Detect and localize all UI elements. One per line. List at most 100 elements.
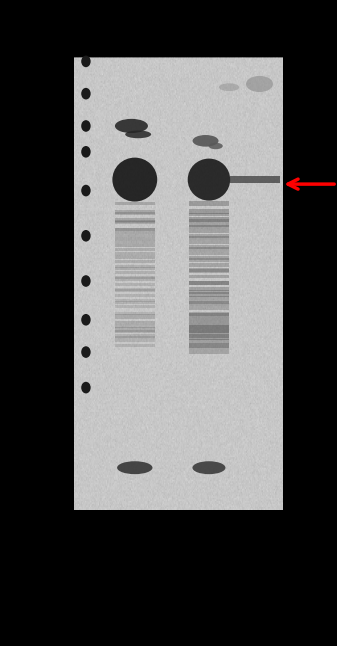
Bar xyxy=(115,336,155,339)
Bar xyxy=(115,298,155,302)
Bar xyxy=(115,202,155,205)
Ellipse shape xyxy=(219,83,239,91)
Bar xyxy=(189,251,229,255)
Bar xyxy=(189,347,229,350)
Bar xyxy=(189,234,229,238)
Bar xyxy=(115,248,155,251)
Ellipse shape xyxy=(81,314,91,326)
Ellipse shape xyxy=(117,461,152,474)
Ellipse shape xyxy=(125,130,151,138)
Bar xyxy=(189,268,229,272)
Bar xyxy=(115,324,155,328)
Bar xyxy=(115,335,155,338)
Bar xyxy=(115,227,155,231)
Bar xyxy=(189,245,229,249)
Bar xyxy=(115,288,155,291)
Bar xyxy=(189,334,229,339)
Bar xyxy=(115,234,155,237)
Bar xyxy=(189,313,229,320)
Bar xyxy=(189,300,229,304)
Bar xyxy=(189,213,229,216)
Ellipse shape xyxy=(188,158,230,201)
Bar xyxy=(115,256,155,259)
Bar xyxy=(189,269,229,273)
Bar xyxy=(115,314,155,318)
Bar xyxy=(189,247,229,251)
Bar xyxy=(115,283,155,286)
Bar xyxy=(189,263,229,267)
Bar xyxy=(189,240,229,244)
Bar xyxy=(115,305,155,308)
Bar xyxy=(189,344,229,348)
Bar xyxy=(189,217,229,222)
Ellipse shape xyxy=(81,88,91,99)
Bar xyxy=(189,202,229,205)
Bar xyxy=(189,236,229,240)
Ellipse shape xyxy=(81,346,91,358)
Bar xyxy=(189,329,229,335)
Ellipse shape xyxy=(81,230,91,242)
Bar xyxy=(115,227,155,231)
Bar xyxy=(189,286,229,291)
Bar xyxy=(115,220,155,223)
Bar xyxy=(189,295,229,300)
Bar xyxy=(115,301,155,304)
Ellipse shape xyxy=(81,382,91,393)
Bar xyxy=(115,278,155,280)
Bar xyxy=(189,280,229,286)
Ellipse shape xyxy=(209,143,223,149)
Bar xyxy=(189,312,229,316)
Bar xyxy=(115,311,155,315)
Bar xyxy=(115,218,155,222)
Bar xyxy=(115,253,155,256)
Bar xyxy=(115,267,155,270)
Bar xyxy=(115,344,155,348)
Bar xyxy=(115,289,155,292)
Bar xyxy=(189,350,229,354)
Bar xyxy=(189,258,229,262)
Bar xyxy=(189,320,229,326)
Bar xyxy=(189,223,229,227)
Bar xyxy=(189,256,229,260)
Ellipse shape xyxy=(81,275,91,287)
Bar xyxy=(115,265,155,267)
Bar xyxy=(115,276,155,279)
Ellipse shape xyxy=(115,119,148,133)
Bar xyxy=(189,326,229,333)
Bar xyxy=(189,301,229,306)
Ellipse shape xyxy=(81,185,91,196)
Bar xyxy=(115,221,155,225)
Bar xyxy=(115,339,155,342)
Bar xyxy=(189,289,229,294)
Bar xyxy=(115,271,155,274)
Bar xyxy=(115,330,155,333)
Bar xyxy=(115,244,155,247)
Ellipse shape xyxy=(113,158,157,202)
Bar xyxy=(115,231,155,234)
Ellipse shape xyxy=(193,135,219,147)
Bar xyxy=(115,320,155,325)
Bar xyxy=(115,240,155,244)
Bar xyxy=(189,325,229,330)
Bar xyxy=(115,211,155,214)
Ellipse shape xyxy=(81,56,91,67)
Bar xyxy=(189,209,229,214)
Ellipse shape xyxy=(192,461,225,474)
Bar xyxy=(189,225,229,229)
Bar xyxy=(74,58,283,510)
Bar xyxy=(189,219,229,223)
Bar xyxy=(189,229,229,233)
Ellipse shape xyxy=(246,76,273,92)
Bar xyxy=(230,176,280,183)
Bar xyxy=(115,260,155,263)
Bar xyxy=(189,339,229,343)
Bar xyxy=(115,209,155,213)
Bar xyxy=(189,275,229,278)
Ellipse shape xyxy=(81,146,91,158)
Bar xyxy=(189,335,229,340)
Bar xyxy=(115,327,155,332)
Bar xyxy=(115,294,155,297)
Bar xyxy=(189,343,229,347)
Bar xyxy=(189,306,229,310)
Bar xyxy=(115,237,155,240)
